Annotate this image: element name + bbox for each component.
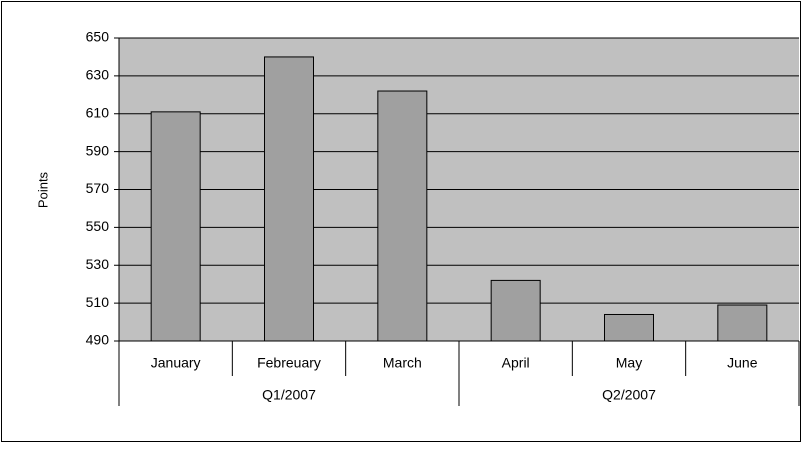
y-tick-label: 590 bbox=[86, 142, 110, 158]
group-label: Q1/2007 bbox=[262, 387, 316, 403]
x-tick-label: March bbox=[383, 355, 422, 371]
bar bbox=[604, 313, 654, 342]
y-tick-label: 530 bbox=[86, 256, 110, 272]
y-tick-label: 610 bbox=[86, 104, 110, 120]
x-tick-label: June bbox=[727, 355, 758, 371]
x-tick-label: Febreuary bbox=[257, 355, 321, 371]
x-tick-label: May bbox=[616, 355, 642, 371]
y-tick-label: 490 bbox=[86, 332, 110, 348]
y-tick-label: 630 bbox=[86, 67, 110, 83]
bar bbox=[717, 304, 768, 342]
y-tick-label: 510 bbox=[86, 294, 110, 310]
bar bbox=[490, 279, 541, 342]
x-tick-label: January bbox=[151, 355, 201, 371]
x-tick-label: April bbox=[502, 355, 530, 371]
group-label: Q2/2007 bbox=[602, 387, 656, 403]
bar bbox=[377, 90, 428, 342]
y-tick-label: 650 bbox=[86, 29, 110, 45]
bar bbox=[150, 111, 201, 342]
y-tick-label: 570 bbox=[86, 180, 110, 196]
bar bbox=[264, 56, 314, 342]
y-tick-label: 550 bbox=[86, 218, 110, 234]
y-axis-label: Points bbox=[35, 171, 50, 208]
